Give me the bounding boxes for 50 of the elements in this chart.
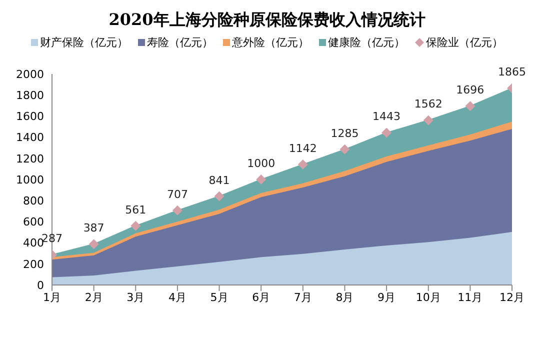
point xyxy=(465,101,476,112)
y-tick-label: 1200 xyxy=(16,152,44,166)
y-tick-label: 1000 xyxy=(16,173,44,186)
x-tick-label: 5月 xyxy=(210,290,228,304)
chart-title: 2020年上海分险种原保险保费收入情况统计 xyxy=(108,9,426,31)
point xyxy=(298,160,308,170)
y-tick-label: 1800 xyxy=(16,89,44,102)
x-tick-label: 6月 xyxy=(252,290,270,304)
point xyxy=(382,128,392,138)
y-tick-label: 200 xyxy=(23,258,44,271)
data-label: 1696 xyxy=(456,84,484,97)
data-label: 841 xyxy=(208,174,230,187)
x-tick-label: 1月 xyxy=(43,290,61,304)
data-label: 1285 xyxy=(330,126,359,140)
legend-label: 寿险（亿元） xyxy=(147,35,213,50)
legend-label: 意外险（亿元） xyxy=(232,35,309,50)
data-label: 707 xyxy=(166,188,188,201)
x-tick-label: 2月 xyxy=(84,290,103,304)
x-tick-label: 10月 xyxy=(416,290,441,304)
data-label: 387 xyxy=(83,222,104,235)
point xyxy=(130,220,141,231)
legend-label: 财产保险（亿元） xyxy=(40,35,128,50)
data-label: 1562 xyxy=(414,98,442,111)
data-label: 1000 xyxy=(247,156,276,170)
point xyxy=(423,115,434,126)
point xyxy=(214,191,224,202)
legend-label: 保险业（亿元） xyxy=(426,35,503,50)
x-tick-label: 9月 xyxy=(378,290,396,304)
x-tick-label: 11月 xyxy=(458,290,483,304)
x-tick-label: 8月 xyxy=(336,290,354,304)
y-tick-label: 400 xyxy=(23,236,44,250)
point xyxy=(256,174,266,184)
y-tick-label: 2000 xyxy=(16,68,44,81)
x-tick-label: 12月 xyxy=(500,290,524,304)
point xyxy=(88,239,99,250)
y-tick-label: 0 xyxy=(37,278,44,292)
data-label: 1865 xyxy=(498,66,526,79)
y-tick-label: 1600 xyxy=(16,110,44,124)
legend-label: 健康险（亿元） xyxy=(328,35,405,50)
y-tick-label: 600 xyxy=(23,216,44,229)
x-tick-label: 7月 xyxy=(294,290,312,304)
y-tick-label: 800 xyxy=(23,194,44,208)
x-tick-label: 3月 xyxy=(126,290,145,304)
data-label: 1443 xyxy=(372,110,401,124)
point xyxy=(340,144,350,154)
y-tick-label: 1400 xyxy=(16,131,44,144)
point xyxy=(172,205,182,216)
x-tick-label: 4月 xyxy=(168,290,186,304)
data-label: 561 xyxy=(125,203,146,216)
data-label: 1142 xyxy=(288,142,317,156)
